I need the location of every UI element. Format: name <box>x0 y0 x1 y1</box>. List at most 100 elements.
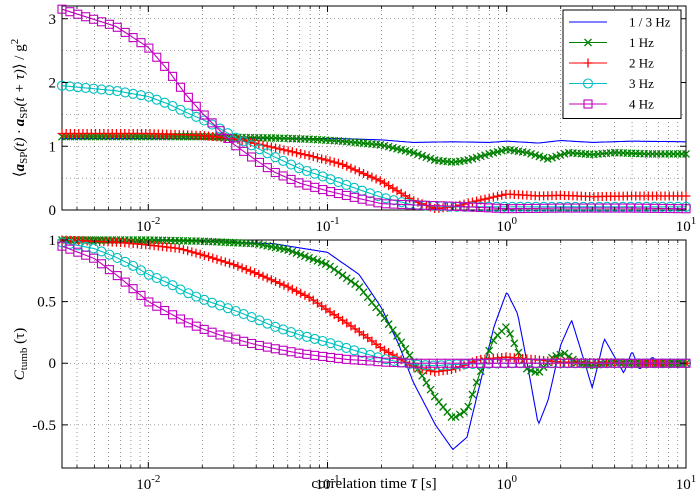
data-point-marker <box>349 345 360 356</box>
data-point-marker <box>159 276 170 287</box>
data-point-marker <box>120 87 131 98</box>
data-point-marker <box>480 194 490 204</box>
data-point-marker <box>472 378 481 387</box>
data-point-marker <box>296 250 305 259</box>
data-point-marker <box>247 152 257 162</box>
data-point-marker <box>287 284 297 294</box>
data-point-marker <box>476 367 485 376</box>
data-point-marker <box>262 148 273 159</box>
data-point-marker <box>223 133 233 144</box>
data-point-marker <box>293 329 305 340</box>
data-point-marker <box>191 101 201 111</box>
data-point-marker <box>300 252 309 261</box>
data-point-marker <box>330 265 339 274</box>
data-point-marker <box>56 80 68 91</box>
legend-marker <box>582 78 594 89</box>
data-point-marker <box>488 192 498 202</box>
data-point-marker <box>485 346 494 355</box>
x-tick-label: 10-2 <box>136 215 160 235</box>
data-point-marker <box>313 256 322 265</box>
legend-marker <box>583 58 593 68</box>
data-point-marker <box>325 338 336 349</box>
data-point-marker <box>296 149 306 159</box>
data-point-marker <box>363 170 373 180</box>
data-point-marker <box>326 262 334 271</box>
top-ylabel-close: ⟩ / g <box>12 44 28 70</box>
data-point-marker <box>351 280 360 289</box>
data-point-marker <box>468 390 477 399</box>
y-tick-label: 3 <box>49 12 57 28</box>
data-point-marker <box>168 71 178 81</box>
data-point-marker <box>426 154 435 163</box>
data-point-marker <box>199 250 209 260</box>
data-point-marker <box>393 332 401 340</box>
x-axis-label-symbol: τ <box>411 472 418 492</box>
legend-entry: 1 / 3 Hz <box>569 15 671 30</box>
top-ylabel-sub1: SP <box>18 152 30 164</box>
data-point-marker <box>229 260 239 270</box>
data-point-marker <box>112 85 123 97</box>
data-point-marker <box>160 61 170 71</box>
x-axis-label-text: correlation time <box>311 476 407 492</box>
data-point-marker <box>484 193 494 203</box>
data-point-marker <box>283 146 293 156</box>
x-tick-label: 10-1 <box>315 473 339 493</box>
data-point-marker <box>409 148 418 157</box>
data-point-marker <box>426 385 435 394</box>
series-line <box>62 138 686 144</box>
legend-entry: 4 Hz <box>569 97 654 112</box>
data-point-marker <box>455 410 464 419</box>
data-point-marker <box>271 143 281 153</box>
data-point-marker <box>72 82 83 93</box>
data-point-marker <box>136 290 146 300</box>
data-point-marker <box>135 90 147 101</box>
data-point-marker <box>104 265 114 275</box>
data-point-marker <box>279 280 289 290</box>
data-point-marker <box>254 157 265 167</box>
data-point-marker <box>346 163 356 173</box>
x-tick-label: 10-2 <box>136 473 160 493</box>
y-tick-label: 0 <box>49 356 57 372</box>
data-point-marker <box>88 83 99 94</box>
data-point-marker <box>64 238 75 250</box>
legend-label: 2 Hz <box>629 56 654 71</box>
data-point-marker <box>422 153 431 162</box>
data-point-marker <box>254 144 265 155</box>
data-point-marker <box>120 277 130 287</box>
data-point-marker <box>296 288 306 298</box>
data-point-marker <box>309 255 318 264</box>
data-point-marker <box>414 150 422 159</box>
data-point-marker <box>367 172 377 182</box>
data-point-marker <box>220 257 230 267</box>
data-point-marker <box>275 278 285 288</box>
legend-entry: 2 Hz <box>569 56 654 71</box>
data-point-marker <box>128 284 138 294</box>
data-point-marker <box>283 282 293 292</box>
data-point-marker <box>560 349 569 358</box>
top-ylabel-sub2: SP <box>18 106 30 118</box>
data-point-marker <box>292 249 301 258</box>
data-point-marker <box>300 290 310 300</box>
data-point-marker <box>359 169 369 179</box>
x-tick-label: 101 <box>676 473 697 493</box>
data-point-marker <box>317 335 328 347</box>
data-point-marker <box>271 277 281 287</box>
data-point-marker <box>237 263 247 273</box>
data-point-marker <box>317 258 326 267</box>
x-tick-label: 10-1 <box>315 215 339 235</box>
data-point-marker <box>135 265 147 276</box>
data-point-marker <box>245 266 255 276</box>
data-point-marker <box>175 82 186 92</box>
data-point-marker <box>333 158 343 168</box>
data-point-marker <box>497 190 507 200</box>
data-point-marker <box>183 246 193 256</box>
data-point-marker <box>354 167 364 177</box>
y-tick-label: 0 <box>49 203 57 219</box>
data-point-marker <box>183 92 193 102</box>
data-point-marker <box>89 253 99 263</box>
data-point-marker <box>275 144 285 154</box>
data-point-marker <box>152 52 162 62</box>
data-point-marker <box>239 146 249 156</box>
data-point-marker <box>287 147 297 157</box>
